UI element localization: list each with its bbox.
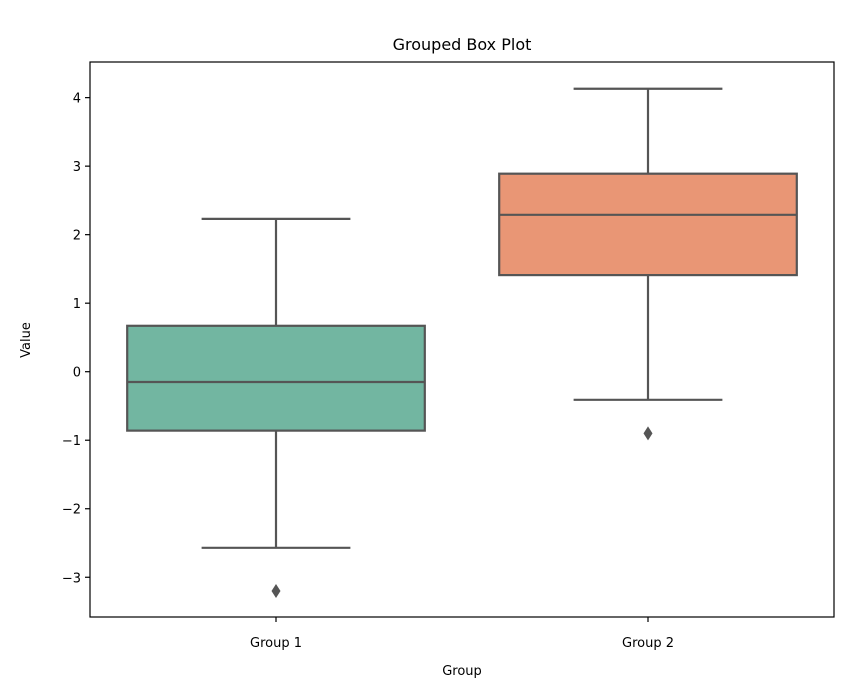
y-tick-label: 0 [73,366,81,381]
y-tick-label: 3 [73,160,81,175]
chart-title: Grouped Box Plot [393,35,532,54]
box-iqr [126,324,426,432]
box-series [126,87,798,598]
y-axis: 4 3 2 1 0 −1 −2 −3 [62,92,90,586]
y-tick-label: 1 [73,297,81,312]
box-2 [498,87,798,441]
plot-area [89,61,835,618]
x-axis: Group 1 Group 2 [250,617,674,651]
y-tick-label: 2 [73,229,81,244]
y-tick-label: −3 [62,571,81,586]
x-axis-label: Group [442,664,482,679]
box-1 [126,217,426,598]
x-tick-label: Group 2 [622,636,674,651]
y-tick-label: 4 [73,92,81,107]
box-iqr [498,172,798,277]
x-tick-label: Group 1 [250,636,302,651]
y-axis-label: Value [19,322,34,358]
y-tick-label: −2 [62,503,81,518]
outlier-point [643,426,653,441]
outlier-point [271,583,281,598]
y-tick-label: −1 [62,434,81,449]
